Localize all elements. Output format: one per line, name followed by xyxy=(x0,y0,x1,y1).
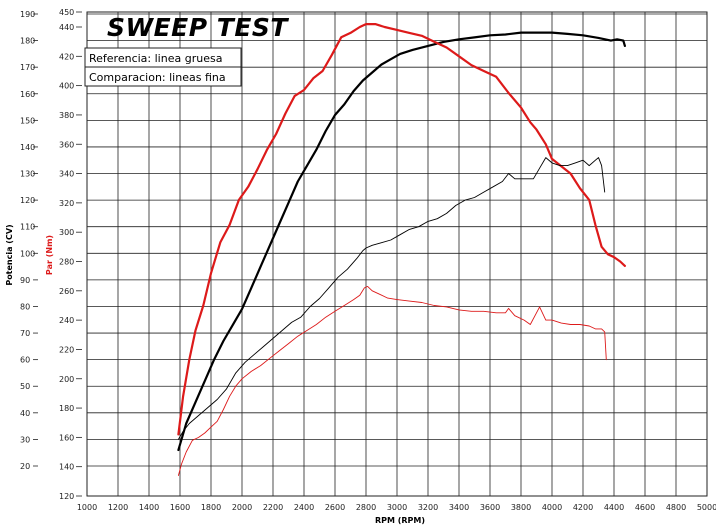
y-inner-tick-label: 220 xyxy=(59,345,74,354)
y-inner-tick-label: 120 xyxy=(59,492,74,501)
x-tick-label: 3800 xyxy=(511,503,531,512)
legend-comparison: Comparacion: lineas fina xyxy=(89,71,226,84)
y-left-axis-label: Potencia (CV) xyxy=(5,224,14,285)
y-left-tick-label: 80 xyxy=(20,302,30,311)
x-tick-label: 3400 xyxy=(449,503,469,512)
x-axis-ticks: 1000 1200 1400 1600 1800 2000 2200 2400 2600 2800… xyxy=(77,503,716,512)
x-tick-label: 3000 xyxy=(387,503,407,512)
x-tick-label: 1800 xyxy=(201,503,221,512)
x-tick-label: 3200 xyxy=(418,503,438,512)
y-left-tick-label: 140 xyxy=(20,143,35,152)
legend-box-comparison xyxy=(84,66,242,87)
y-left-tick-label: 110 xyxy=(20,223,35,232)
y-left-tick-label: 170 xyxy=(20,63,35,72)
y-inner-tick-label: 260 xyxy=(59,287,74,296)
y-inner-tick-label: 160 xyxy=(59,433,74,442)
x-axis-label: RPM (RPM) xyxy=(375,516,425,525)
x-tick-label: 4000 xyxy=(542,503,562,512)
x-tick-label: 2600 xyxy=(325,503,345,512)
y-inner-tick-label: 300 xyxy=(59,228,74,237)
y-left-tick-label: 70 xyxy=(20,329,30,338)
y-inner-tick-label: 440 xyxy=(59,23,74,32)
data-lines xyxy=(177,23,627,476)
series-par-referencia xyxy=(177,23,627,436)
y-inner-tick-label: 320 xyxy=(59,199,74,208)
chart-title: SWEEP TEST xyxy=(107,13,289,42)
y-left-tick-label: 120 xyxy=(20,196,35,205)
y-inner-tick-label: 340 xyxy=(59,170,74,179)
x-tick-label: 4800 xyxy=(666,503,686,512)
legend: Referencia: linea gruesa Comparacion: li… xyxy=(84,47,242,87)
y-left-tick-label: 20 xyxy=(20,462,30,471)
y-left-axis-ticks: 190 180 170 160 150 140 130 120 110 100 90 80 70 60 50… xyxy=(20,10,38,471)
y-left-tick-label: 60 xyxy=(20,356,30,365)
x-tick-label: 1000 xyxy=(77,503,97,512)
y-left-tick-label: 130 xyxy=(20,170,35,179)
y-left-tick-label: 90 xyxy=(20,276,30,285)
y-inner-tick-label: 180 xyxy=(59,404,74,413)
y-inner-tick-label: 140 xyxy=(59,463,74,472)
y-left-tick-label: 40 xyxy=(20,409,30,418)
y-inner-tick-label: 380 xyxy=(59,111,74,120)
y-left-tick-label: 30 xyxy=(20,435,30,444)
x-tick-label: 2400 xyxy=(294,503,314,512)
y-inner-axis-ticks: 450 440 420 400 380 360 340 320 300 280 260 240 220 2… xyxy=(59,8,82,501)
y-inner-tick-label: 280 xyxy=(59,258,74,267)
y-left-tick-label: 160 xyxy=(20,90,35,99)
y-inner-tick-label: 450 xyxy=(59,8,74,17)
series-potencia-comparacion xyxy=(177,157,606,440)
y-left-tick-label: 100 xyxy=(20,249,35,258)
y-left-tick-label: 190 xyxy=(20,10,35,19)
y-inner-tick-label: 420 xyxy=(59,52,74,61)
x-tick-label: 1600 xyxy=(170,503,190,512)
y-left-tick-label: 180 xyxy=(20,37,35,46)
series-par-comparacion xyxy=(177,285,607,476)
x-tick-label: 3600 xyxy=(480,503,500,512)
y-inner-tick-label: 360 xyxy=(59,140,74,149)
y-left-tick-label: 150 xyxy=(20,116,35,125)
y-inner-tick-label: 200 xyxy=(59,375,74,384)
x-tick-label: 5000 xyxy=(697,503,716,512)
x-tick-label: 1400 xyxy=(139,503,159,512)
y-left-tick-label: 50 xyxy=(20,382,30,391)
x-tick-label: 1200 xyxy=(108,503,128,512)
y-inner-axis-label: Par (Nm) xyxy=(45,235,54,275)
x-tick-label: 2000 xyxy=(232,503,252,512)
y-inner-tick-label: 400 xyxy=(59,82,74,91)
x-tick-label: 4200 xyxy=(573,503,593,512)
x-tick-label: 2200 xyxy=(263,503,283,512)
series-potencia-referencia xyxy=(177,31,627,452)
y-inner-tick-label: 240 xyxy=(59,316,74,325)
x-tick-label: 4400 xyxy=(604,503,624,512)
x-tick-label: 4600 xyxy=(635,503,655,512)
x-tick-label: 2800 xyxy=(356,503,376,512)
legend-reference: Referencia: linea gruesa xyxy=(89,52,222,65)
